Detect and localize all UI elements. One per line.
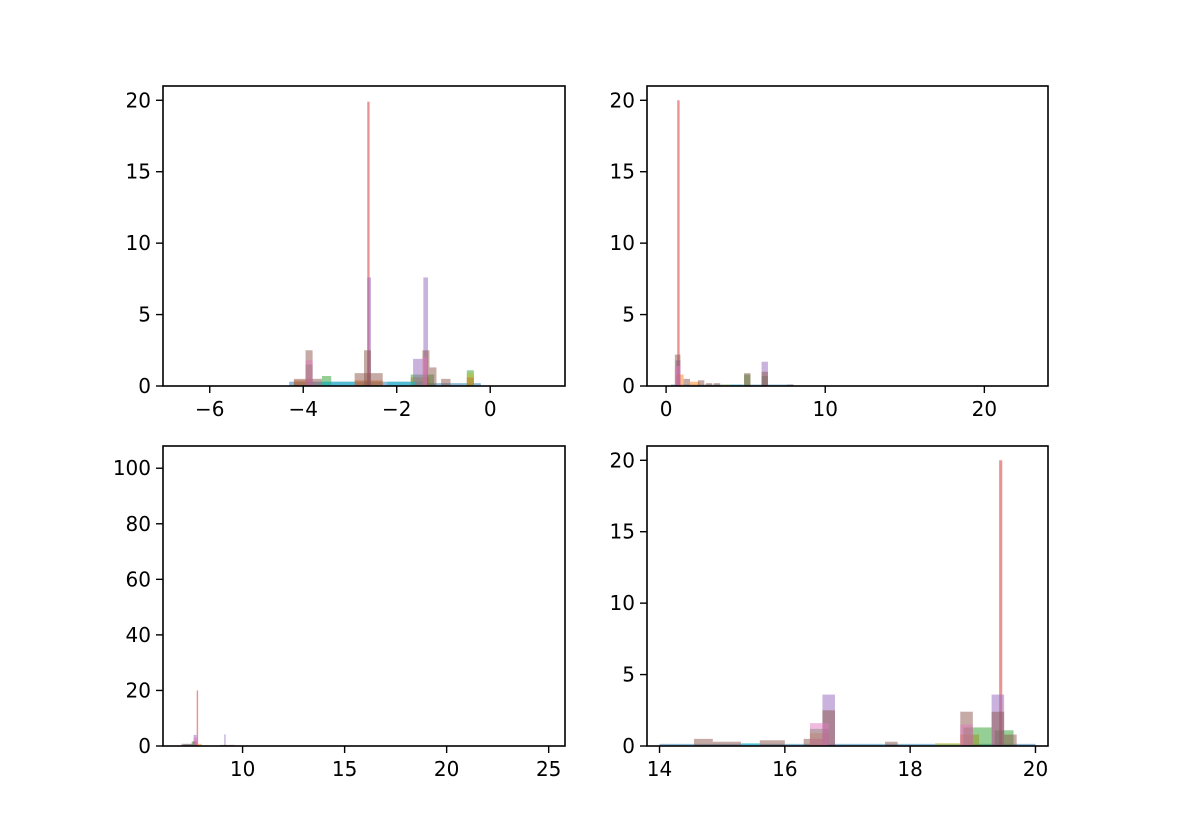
- histogram-bar: [413, 358, 423, 386]
- histogram-bar: [935, 743, 961, 746]
- histogram-bar: [712, 741, 741, 746]
- axes-frame: [162, 85, 566, 387]
- histogram-bar: [354, 373, 383, 386]
- y-tick-label: 20: [126, 678, 151, 702]
- y-tick-label: 20: [610, 448, 635, 472]
- histogram-bar: [196, 690, 199, 746]
- y-tick-label: 15: [610, 160, 635, 184]
- histogram-bar: [999, 460, 1003, 746]
- histogram-bar: [713, 383, 721, 386]
- y-tick-label: 0: [622, 374, 635, 398]
- histogram-bar: [991, 711, 1005, 746]
- y-tick-label: 5: [622, 303, 635, 327]
- histogram-bar: [697, 380, 705, 386]
- histogram-bar: [424, 383, 481, 386]
- x-tick-label: −4: [288, 397, 317, 421]
- histogram-bar: [809, 723, 829, 746]
- histogram-bar: [181, 743, 192, 746]
- x-tick-label: 25: [536, 757, 561, 781]
- histogram-bars: [659, 460, 1036, 746]
- histogram-bar: [744, 373, 751, 386]
- x-tick-label: −6: [195, 397, 224, 421]
- subplot-grid: −6 −4 −2 0 0 5 10 15 20 0 10 20 0 5 10 15 20 10 15 20 25 0 20 4…: [113, 85, 1049, 781]
- x-tick-label: 20: [1023, 757, 1048, 781]
- histogram-bars: [289, 101, 481, 386]
- y-tick-label: 0: [138, 734, 151, 758]
- y-tick-label: 15: [126, 160, 151, 184]
- histogram-bar: [429, 367, 437, 386]
- x-tick-label: 0: [484, 397, 497, 421]
- histogram-bar: [224, 734, 226, 746]
- histogram-bar: [960, 724, 973, 746]
- subplot-top-right: 0 10 20 0 5 10 15 20: [610, 85, 1049, 421]
- histogram-bar: [677, 100, 680, 386]
- histogram-bar: [674, 366, 681, 386]
- histogram-bar: [423, 277, 429, 386]
- histogram-bar: [740, 743, 760, 746]
- subplot-bottom-right: 14 16 18 20 0 5 10 15 20: [610, 445, 1049, 781]
- y-tick-label: 10: [610, 591, 635, 615]
- x-tick-label: 15: [332, 757, 357, 781]
- histogram-bar: [441, 378, 451, 386]
- histogram-bar: [1004, 734, 1017, 746]
- histogram-bar: [885, 741, 898, 746]
- x-tick-label: 16: [772, 757, 797, 781]
- histogram-bar: [321, 381, 355, 386]
- y-tick-label: 5: [622, 663, 635, 687]
- histogram-bar: [321, 376, 332, 386]
- x-tick-label: 18: [897, 757, 922, 781]
- x-tick-label: −2: [382, 397, 411, 421]
- y-tick-label: 15: [610, 520, 635, 544]
- histogram-bar: [364, 350, 372, 386]
- y-tick-label: 10: [610, 231, 635, 255]
- histogram-bar: [387, 381, 416, 386]
- histogram-bar: [693, 738, 713, 746]
- histogram-bar: [305, 360, 313, 386]
- subplot-top-left: −6 −4 −2 0 0 5 10 15 20: [126, 85, 566, 421]
- histogram-bar: [759, 740, 785, 746]
- y-tick-label: 10: [126, 231, 151, 255]
- x-tick-label: 10: [230, 757, 255, 781]
- histogram-bar: [683, 378, 690, 386]
- y-tick-label: 100: [113, 456, 151, 480]
- histogram-bar: [705, 383, 713, 386]
- histogram-bar: [761, 371, 768, 386]
- x-tick-label: 10: [812, 397, 837, 421]
- x-tick-label: 20: [972, 397, 997, 421]
- histogram-bar: [689, 381, 700, 386]
- subplot-bottom-left: 10 15 20 25 0 20 40 60 80 100: [113, 445, 566, 781]
- histogram-bar: [367, 101, 370, 386]
- axes-frame: [162, 445, 566, 747]
- histogram-bar: [367, 277, 372, 386]
- x-tick-label: 14: [647, 757, 672, 781]
- histogram-bar: [466, 373, 474, 386]
- x-tick-label: 0: [660, 397, 673, 421]
- y-tick-label: 40: [126, 623, 151, 647]
- y-tick-label: 80: [126, 512, 151, 536]
- histogram-bar: [659, 743, 1036, 746]
- y-tick-label: 60: [126, 567, 151, 591]
- histogram-bar: [193, 737, 198, 746]
- histogram-bar: [422, 357, 428, 386]
- x-tick-label: 20: [434, 757, 459, 781]
- y-tick-label: 20: [126, 88, 151, 112]
- y-tick-label: 0: [138, 374, 151, 398]
- y-tick-label: 0: [622, 734, 635, 758]
- axes-frame: [646, 85, 1049, 387]
- axes-frame: [646, 445, 1049, 747]
- y-tick-label: 5: [138, 303, 151, 327]
- y-tick-label: 20: [610, 88, 635, 112]
